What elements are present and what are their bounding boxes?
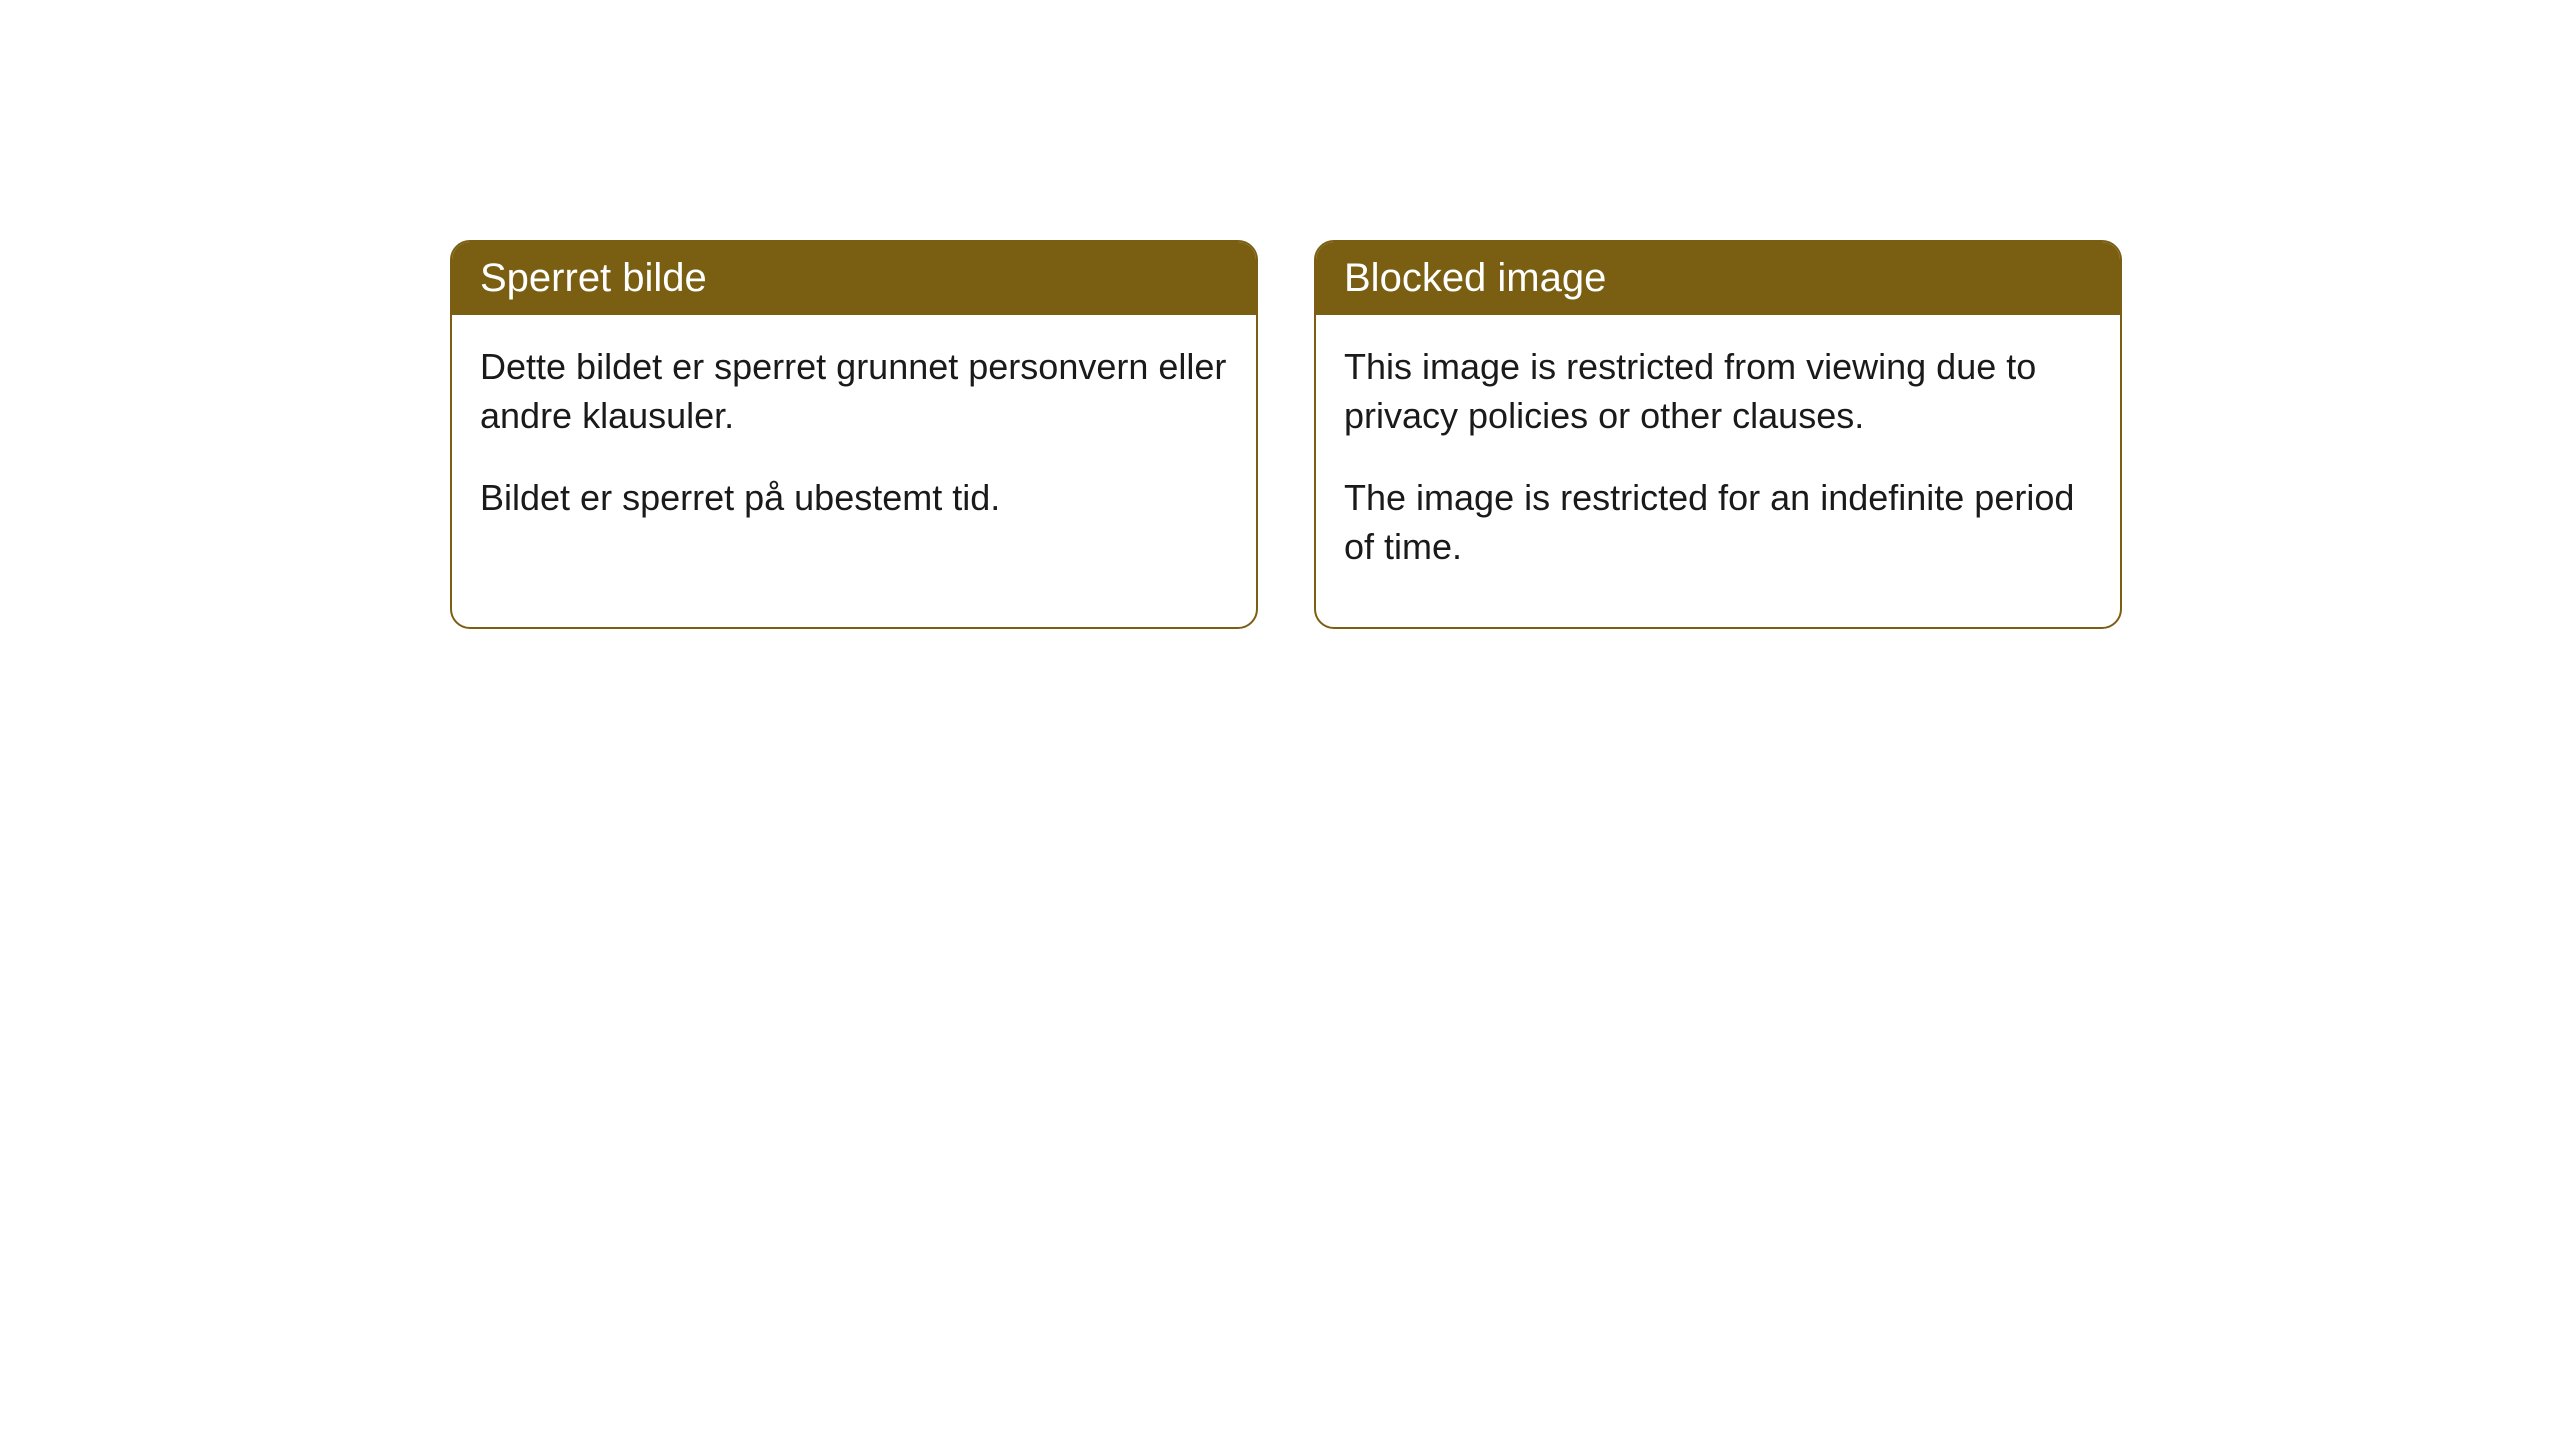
notice-header-title: Blocked image xyxy=(1316,242,2120,315)
notice-paragraph: This image is restricted from viewing du… xyxy=(1344,343,2092,440)
notice-container: Sperret bilde Dette bildet er sperret gr… xyxy=(450,240,2122,629)
notice-card-norwegian: Sperret bilde Dette bildet er sperret gr… xyxy=(450,240,1258,629)
notice-header-title: Sperret bilde xyxy=(452,242,1256,315)
notice-body: Dette bildet er sperret grunnet personve… xyxy=(452,315,1256,579)
notice-paragraph: Bildet er sperret på ubestemt tid. xyxy=(480,474,1228,523)
notice-body: This image is restricted from viewing du… xyxy=(1316,315,2120,627)
notice-card-english: Blocked image This image is restricted f… xyxy=(1314,240,2122,629)
notice-paragraph: The image is restricted for an indefinit… xyxy=(1344,474,2092,571)
notice-paragraph: Dette bildet er sperret grunnet personve… xyxy=(480,343,1228,440)
